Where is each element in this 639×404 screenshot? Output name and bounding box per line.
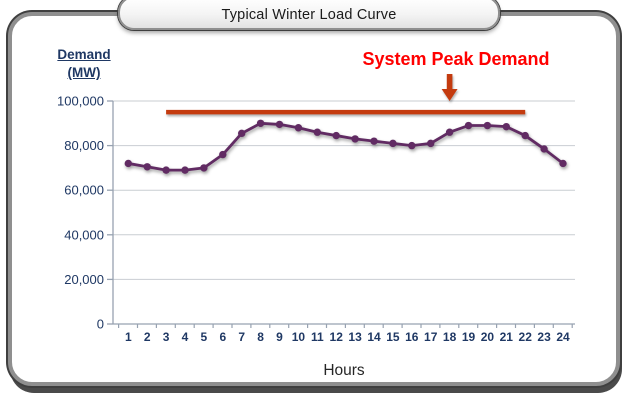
chart-title-tab: Typical Winter Load Curve <box>118 0 500 30</box>
x-tick-label: 9 <box>276 330 283 344</box>
data-point-hour-4 <box>181 166 189 174</box>
x-tick-label: 23 <box>537 330 551 344</box>
x-tick-label: 5 <box>201 330 208 344</box>
y-tick-label: 40,000 <box>64 227 104 242</box>
y-tick-label: 60,000 <box>64 183 104 198</box>
x-tick-label: 7 <box>238 330 245 344</box>
data-point-hour-20 <box>483 121 492 130</box>
x-tick-label: 15 <box>386 330 400 344</box>
x-tick-label: 16 <box>405 330 419 344</box>
x-tick-label: 20 <box>481 330 495 344</box>
x-tick-label: 13 <box>348 330 362 344</box>
x-tick-label: 21 <box>500 330 514 344</box>
data-point-hour-6 <box>219 150 227 159</box>
data-point-hour-11 <box>313 128 321 136</box>
data-point-hour-12 <box>332 131 340 140</box>
data-point-hour-7 <box>238 129 246 138</box>
y-tick-label: 0 <box>97 317 104 332</box>
y-tick-label: 100,000 <box>57 94 104 109</box>
x-tick-label: 22 <box>519 330 533 344</box>
data-point-hour-1 <box>124 159 132 168</box>
x-axis-title: Hours <box>323 362 365 379</box>
x-tick-label: 2 <box>144 330 151 344</box>
x-tick-label: 11 <box>311 330 324 344</box>
x-tick-label: 14 <box>367 330 381 344</box>
data-point-hour-15 <box>389 139 397 148</box>
peak-demand-reference-group <box>166 74 526 115</box>
y-axis-title-line2: (MW) <box>67 65 101 81</box>
y-axis-title-line1: Demand <box>57 47 111 62</box>
x-tick-label: 4 <box>182 330 189 344</box>
data-point-hour-16 <box>408 141 416 150</box>
x-tick-label: 12 <box>330 330 344 344</box>
y-axis-title: Demand (MW) <box>34 46 134 82</box>
data-point-hour-21 <box>502 122 510 131</box>
x-tick-label: 19 <box>462 330 476 344</box>
data-point-hour-8 <box>256 119 265 128</box>
x-tick-label: 10 <box>292 330 306 344</box>
data-point-hour-17 <box>427 139 435 148</box>
x-tick-label: 18 <box>443 330 457 344</box>
chart-title: Typical Winter Load Curve <box>221 6 397 23</box>
data-point-hour-9 <box>275 120 284 129</box>
x-tick-label: 1 <box>125 330 132 344</box>
data-point-hour-3 <box>162 166 170 174</box>
data-point-hour-2 <box>143 163 151 171</box>
data-point-hour-14 <box>370 137 378 145</box>
demand-curve-line <box>126 121 565 172</box>
x-tick-label: 17 <box>424 330 438 344</box>
y-tick-label: 80,000 <box>64 138 104 153</box>
x-tick-label: 24 <box>556 330 570 344</box>
data-point-hour-23 <box>540 145 548 153</box>
demand-series-group <box>124 119 567 174</box>
y-tick-label: 20,000 <box>64 272 104 287</box>
data-point-hour-10 <box>294 124 303 132</box>
data-point-hour-22 <box>521 131 529 140</box>
x-tick-label: 3 <box>163 330 170 344</box>
x-tick-label: 6 <box>219 330 226 344</box>
peak-demand-arrow-icon <box>441 74 458 101</box>
data-point-hour-5 <box>200 164 208 172</box>
peak-demand-annotation: System Peak Demand <box>362 49 550 69</box>
data-point-hour-18 <box>445 128 454 136</box>
data-point-hour-24 <box>559 159 567 168</box>
data-point-hour-13 <box>351 135 359 143</box>
data-point-hour-19 <box>464 121 473 130</box>
x-tick-label: 8 <box>257 330 264 344</box>
